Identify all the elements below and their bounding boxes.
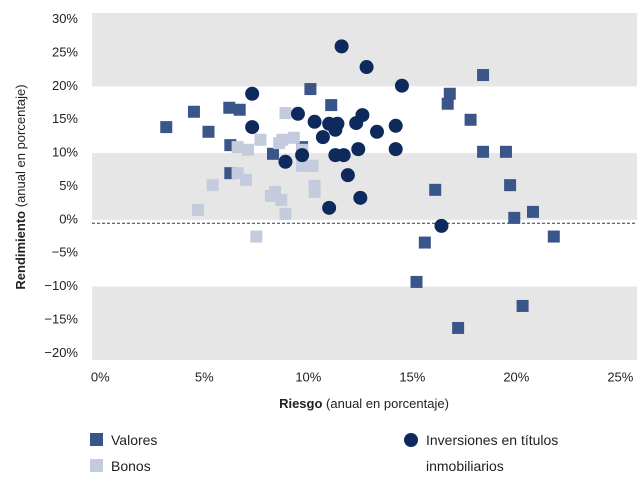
point	[275, 193, 288, 206]
point	[287, 131, 300, 144]
point	[206, 179, 219, 192]
point	[322, 200, 337, 215]
point	[308, 185, 321, 198]
point	[231, 141, 244, 154]
point	[279, 107, 292, 120]
y-axis-label: Rendimiento (anual en porcentaje)	[13, 84, 28, 289]
x-tick-label: 5%	[195, 369, 214, 384]
point	[160, 121, 173, 134]
point	[388, 118, 403, 133]
y-tick-label: 25%	[52, 44, 78, 59]
point	[410, 275, 423, 288]
x-tick-label: 20%	[503, 369, 529, 384]
point	[504, 179, 517, 192]
x-axis-label: Riesgo (anual en porcentaje)	[279, 396, 449, 411]
point	[192, 203, 205, 216]
legend-swatch	[404, 433, 418, 447]
point	[516, 299, 529, 312]
x-tick-label: 25%	[607, 369, 633, 384]
point	[477, 145, 490, 158]
y-tick-label: 15%	[52, 111, 78, 126]
point	[233, 103, 246, 116]
x-axis-label-bold: Riesgo	[279, 396, 322, 411]
point	[477, 69, 490, 82]
point	[526, 205, 539, 218]
y-axis-label-rest: (anual en porcentaje)	[13, 84, 28, 207]
point	[295, 148, 310, 163]
x-tick-label: 0%	[91, 369, 110, 384]
point	[306, 159, 319, 172]
y-tick-label: −5%	[52, 245, 79, 260]
point	[441, 97, 454, 110]
point	[296, 159, 309, 172]
point	[355, 108, 370, 123]
point	[273, 137, 286, 150]
point	[223, 101, 236, 114]
y-tick-label: 20%	[52, 78, 78, 93]
y-tick-label: 5%	[59, 178, 78, 193]
band	[92, 286, 637, 360]
x-axis-label-rest: (anual en porcentaje)	[326, 396, 449, 411]
legend-item: Inversiones en títulos inmobiliarios	[404, 427, 604, 479]
point	[278, 154, 293, 169]
point	[239, 173, 252, 186]
y-tick-label: 10%	[52, 145, 78, 160]
point	[388, 142, 403, 157]
legend-item: Valores	[90, 427, 330, 453]
point	[434, 218, 449, 233]
series	[245, 39, 449, 233]
point	[328, 122, 343, 137]
legend-swatch	[90, 459, 103, 472]
point	[307, 114, 322, 129]
point	[242, 143, 255, 156]
point	[290, 106, 305, 121]
point	[245, 86, 260, 101]
point	[202, 125, 215, 138]
band	[92, 153, 637, 220]
point	[334, 39, 349, 54]
point	[353, 190, 368, 205]
legend-swatch	[90, 433, 103, 446]
y-tick-label: 0%	[59, 211, 78, 226]
point	[351, 142, 366, 157]
point	[359, 60, 374, 75]
chart: Rendimiento (anual en porcentaje) Riesgo…	[13, 11, 637, 411]
point	[245, 120, 260, 135]
point	[508, 211, 521, 224]
point	[279, 207, 292, 220]
y-tick-label: −15%	[44, 311, 78, 326]
point	[340, 168, 355, 183]
point	[325, 99, 338, 112]
point	[464, 113, 477, 126]
legend-label: Bonos	[111, 458, 151, 474]
band	[92, 13, 637, 87]
point	[250, 230, 263, 243]
point	[304, 83, 317, 96]
x-tick-label: 10%	[295, 369, 321, 384]
point	[394, 78, 409, 93]
point	[369, 124, 384, 139]
x-tick-label: 15%	[399, 369, 425, 384]
plot-background	[92, 13, 637, 360]
point	[315, 130, 330, 145]
y-axis-label-bold: Rendimiento	[13, 211, 28, 290]
point	[418, 236, 431, 249]
point	[452, 321, 465, 334]
point	[499, 145, 512, 158]
y-tick-label: 30%	[52, 11, 78, 26]
point	[547, 230, 560, 243]
legend-label: Inversiones en títulos inmobiliarios	[426, 432, 559, 474]
point	[443, 87, 456, 100]
y-tick-label: −20%	[44, 345, 78, 360]
legend-label: Valores	[111, 432, 158, 448]
legend-item: Bonos	[90, 453, 330, 479]
point	[254, 133, 267, 146]
point	[266, 147, 279, 160]
y-tick-label: −10%	[44, 278, 78, 293]
point	[264, 189, 277, 202]
point	[336, 148, 351, 163]
point	[429, 183, 442, 196]
point	[187, 105, 200, 118]
